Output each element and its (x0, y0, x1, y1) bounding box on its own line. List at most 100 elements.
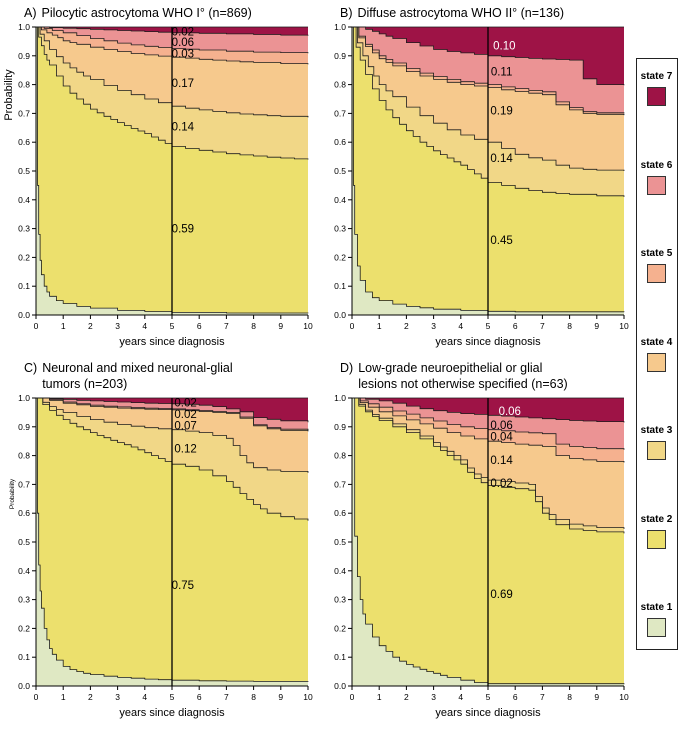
y-tick-label: 0.8 (334, 80, 346, 90)
annotation-probability: 0.02 (174, 409, 196, 421)
x-tick-label: 5 (170, 692, 175, 702)
x-tick-label: 0 (34, 321, 39, 331)
x-tick-label: 1 (377, 692, 382, 702)
x-axis-title: years since diagnosis (119, 336, 225, 348)
annotation-probability: 0.14 (490, 455, 513, 467)
annotation-probability: 0.11 (491, 67, 513, 79)
x-tick-label: 0 (350, 692, 355, 702)
panel-letter: A) (24, 6, 37, 20)
annotation-probability: 0.02 (174, 397, 196, 409)
x-axis-title: years since diagnosis (435, 707, 541, 719)
panel-a-title: A) Pilocytic astrocytoma WHO I° (n=869) (0, 6, 316, 21)
x-tick-label: 6 (197, 321, 202, 331)
state-boundary-line (36, 26, 309, 118)
annotation-probability: 0.17 (172, 78, 194, 90)
panel-d-title: D) Low-grade neuroepithelial or glial lesi… (316, 361, 632, 392)
legend-color-swatch (647, 618, 666, 637)
legend-item-label: state 5 (640, 248, 673, 259)
y-tick-label: 0.7 (18, 479, 30, 489)
legend-entry-state-5: state 5 (640, 248, 673, 283)
x-tick-label: 5 (486, 692, 491, 702)
legend-item-label: state 7 (640, 71, 673, 82)
x-tick-label: 3 (431, 321, 436, 331)
annotation-probability: 0.02 (490, 478, 512, 490)
x-tick-label: 8 (251, 692, 256, 702)
y-tick-label: 1.0 (18, 393, 30, 403)
y-tick-label: 0.5 (18, 166, 30, 176)
area-state-5 (36, 27, 308, 65)
y-tick-label: 0.0 (334, 681, 346, 691)
y-tick-label: 0.7 (18, 109, 30, 119)
panel-b: B) Diffuse astrocytoma WHO II° (n=136) 0.0… (316, 4, 632, 359)
state-boundary-line (352, 397, 625, 463)
y-tick-label: 0.4 (18, 566, 30, 576)
x-tick-label: 6 (513, 692, 518, 702)
annotation-probability: 0.14 (172, 122, 195, 134)
y-tick-label: 0.8 (18, 450, 30, 460)
state-boundary-line (36, 26, 309, 160)
x-tick-label: 10 (303, 321, 313, 331)
area-state-1 (352, 397, 624, 686)
annotation-probability: 0.06 (490, 420, 512, 432)
y-tick-label: 0.3 (18, 224, 30, 234)
state-boundary-line (36, 26, 309, 65)
y-tick-label: 0.2 (334, 623, 346, 633)
y-tick-label: 0.9 (334, 51, 346, 61)
y-tick-label: 0.0 (18, 310, 30, 320)
x-tick-label: 7 (540, 692, 545, 702)
y-tick-label: 0.7 (334, 109, 346, 119)
y-tick-label: 0.8 (334, 450, 346, 460)
panel-title-text: Pilocytic astrocytoma WHO I° (n=869) (42, 6, 252, 21)
annotation-probability: 0.02 (172, 27, 194, 39)
y-tick-label: 0.9 (334, 422, 346, 432)
x-tick-label: 1 (61, 321, 66, 331)
y-tick-label: 0.7 (334, 479, 346, 489)
annotation-probability: 0.45 (490, 235, 512, 247)
legend-color-swatch (647, 87, 666, 106)
y-tick-label: 0.4 (18, 195, 30, 205)
panel-c-title: C) Neuronal and mixed neuronal-glial tumor… (0, 361, 316, 392)
y-tick-label: 0.4 (334, 566, 346, 576)
panels-grid: A) Pilocytic astrocytoma WHO I° (n=869) 0.… (0, 4, 632, 719)
annotation-probability: 0.04 (490, 431, 513, 443)
legend-color-swatch (647, 441, 666, 460)
x-tick-label: 7 (224, 692, 229, 702)
legend-color-swatch (647, 175, 666, 195)
legend-entry-state-6: state 6 (641, 160, 672, 195)
x-tick-label: 0 (350, 321, 355, 331)
panel-a: A) Pilocytic astrocytoma WHO I° (n=869) 0.… (0, 4, 316, 359)
x-tick-label: 1 (61, 692, 66, 702)
y-tick-label: 1.0 (334, 22, 346, 32)
x-tick-label: 10 (619, 692, 629, 702)
x-tick-label: 0 (34, 692, 39, 702)
legend-item-label: state 4 (640, 336, 673, 348)
x-tick-label: 8 (567, 692, 572, 702)
x-tick-label: 10 (619, 321, 629, 331)
legend-color-swatch (647, 352, 666, 372)
legend: state 7 state 6 state 5 state 4 state 3 state… (632, 0, 681, 750)
annotation-probability: 0.12 (174, 443, 196, 455)
panel-title-line: Pilocytic astrocytoma WHO I° (n=869) (41, 6, 252, 20)
x-tick-label: 4 (142, 692, 147, 702)
area-state-7 (352, 27, 624, 86)
y-tick-label: 0.2 (18, 623, 30, 633)
x-tick-label: 8 (567, 321, 572, 331)
panel-letter: B) (340, 6, 353, 20)
x-tick-label: 9 (278, 321, 283, 331)
y-axis-title: Probability (3, 69, 15, 121)
annotation-probability: 0.69 (490, 589, 512, 601)
panel-title-line: Low-grade neuroepithelial or glial (358, 361, 543, 376)
y-tick-label: 0.3 (334, 594, 346, 604)
y-tick-label: 0.5 (334, 537, 346, 547)
area-state-3 (36, 27, 308, 160)
annotation-probability: 0.03 (172, 49, 194, 61)
y-tick-label: 0.6 (334, 137, 346, 147)
state-boundary-line (352, 26, 625, 198)
state-boundary-line (352, 26, 625, 86)
annotation-probability: 0.07 (174, 420, 196, 432)
legend-box: state 7 state 6 state 5 state 4 state 3 state… (635, 58, 678, 650)
y-tick-label: 0.1 (18, 652, 30, 662)
panel-b-title: B) Diffuse astrocytoma WHO II° (n=136) (316, 6, 632, 21)
state-boundary-line (352, 397, 625, 529)
